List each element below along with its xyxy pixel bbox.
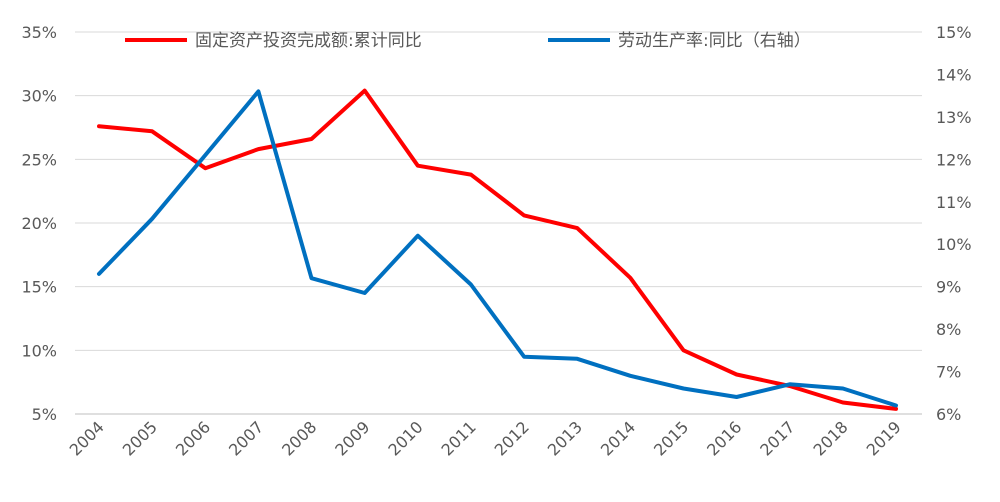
x-tick-label: 2009 <box>331 417 373 459</box>
x-tick-label: 2006 <box>172 417 214 459</box>
right-tick-label: 10% <box>936 235 972 254</box>
x-tick-label: 2019 <box>863 417 905 459</box>
x-tick-label: 2007 <box>225 417 267 459</box>
gridlines <box>75 31 922 415</box>
series-line-investment <box>97 88 898 411</box>
left-tick-label: 10% <box>21 341 57 360</box>
series-lines <box>97 88 898 411</box>
left-tick-label: 25% <box>21 150 57 169</box>
left-tick-label: 5% <box>32 405 57 424</box>
x-tick-label: 2011 <box>438 417 480 459</box>
x-tick-label: 2012 <box>491 417 533 459</box>
x-tick-label: 2004 <box>66 417 108 459</box>
right-tick-label: 11% <box>936 193 972 212</box>
left-y-axis: 5% 10% 15% 20% 25% 30% 35% <box>21 23 57 424</box>
x-tick-label: 2008 <box>278 417 320 459</box>
x-tick-label: 2018 <box>809 417 851 459</box>
right-tick-label: 8% <box>936 320 961 339</box>
x-tick-label: 2014 <box>597 417 639 459</box>
left-tick-label: 15% <box>21 278 57 297</box>
legend: 固定资产投资完成额:累计同比 劳动生产率:同比（右轴） <box>125 31 811 51</box>
left-tick-label: 30% <box>21 87 57 106</box>
right-tick-label: 7% <box>936 363 961 382</box>
x-tick-label: 2010 <box>384 417 426 459</box>
x-tick-label: 2005 <box>119 417 161 459</box>
right-tick-label: 13% <box>936 108 972 127</box>
legend-label-investment: 固定资产投资完成额:累计同比 <box>195 31 422 51</box>
x-tick-label: 2016 <box>703 417 745 459</box>
x-tick-label: 2017 <box>756 417 798 459</box>
x-tick-label: 2013 <box>544 417 586 459</box>
right-tick-label: 15% <box>936 23 972 42</box>
x-axis: 2004 2005 2006 2007 2008 2009 2010 2011 2012 2013… <box>66 417 905 459</box>
right-tick-label: 14% <box>936 65 972 84</box>
right-y-axis: 6% 7% 8% 9% 10% 11% 12% 13% 14% 15% <box>936 23 972 424</box>
right-tick-label: 9% <box>936 278 961 297</box>
right-tick-label: 6% <box>936 405 961 424</box>
left-tick-label: 20% <box>21 214 57 233</box>
left-tick-label: 35% <box>21 23 57 42</box>
right-tick-label: 12% <box>936 150 972 169</box>
legend-label-productivity: 劳动生产率:同比（右轴） <box>618 31 811 51</box>
series-line-productivity <box>97 89 898 408</box>
x-tick-label: 2015 <box>650 417 692 459</box>
